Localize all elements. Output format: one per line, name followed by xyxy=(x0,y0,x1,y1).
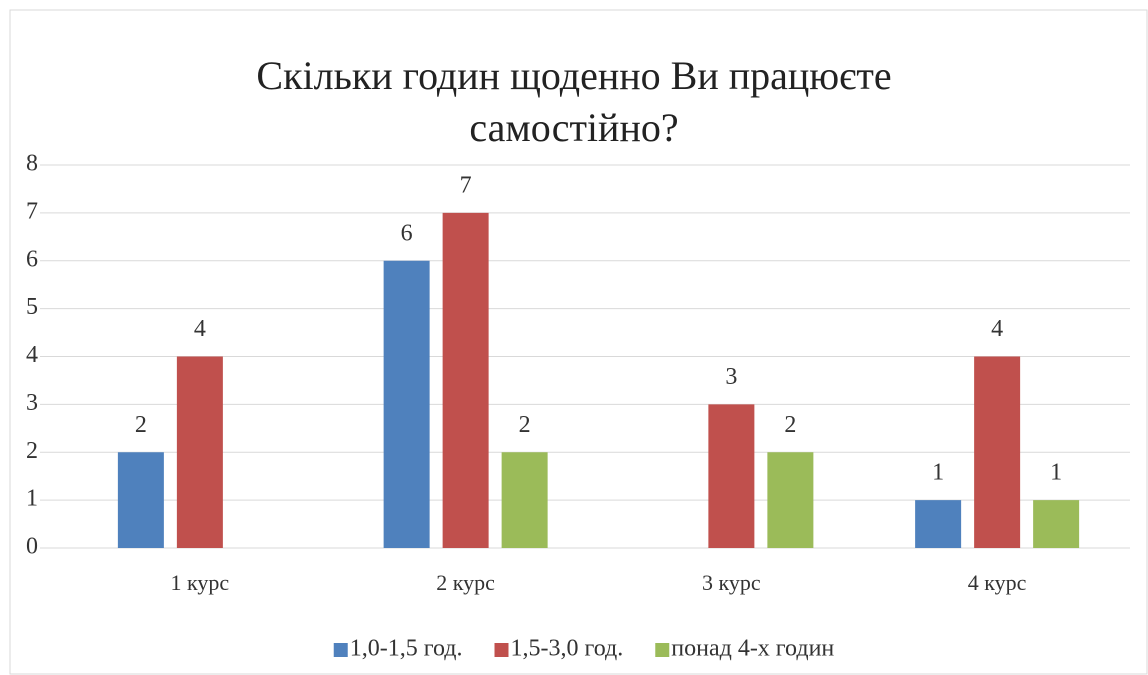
data-label: 7 xyxy=(460,172,472,198)
y-tick-label: 8 xyxy=(26,151,38,177)
data-label: 4 xyxy=(194,316,206,342)
data-label: 6 xyxy=(401,220,413,246)
chart-frame xyxy=(9,9,1148,675)
legend-swatch xyxy=(655,643,670,657)
bar xyxy=(915,500,962,548)
bar xyxy=(767,452,814,548)
data-label: 3 xyxy=(725,364,737,390)
data-label: 4 xyxy=(991,316,1003,342)
legend-label: 1,5-3,0 год. xyxy=(511,636,624,662)
x-tick-label: 2 курс xyxy=(436,570,495,595)
bar xyxy=(1033,500,1080,548)
legend-label: понад 4-х годин xyxy=(671,636,834,662)
bar xyxy=(501,452,548,548)
y-tick-label: 2 xyxy=(26,438,38,464)
data-label: 2 xyxy=(784,412,796,438)
data-label: 1 xyxy=(932,460,944,486)
y-tick-label: 0 xyxy=(26,534,38,560)
data-label: 1 xyxy=(1050,460,1062,486)
y-tick-label: 4 xyxy=(26,342,38,368)
y-tick-label: 6 xyxy=(26,246,38,272)
y-tick-label: 3 xyxy=(26,390,38,416)
y-tick-label: 1 xyxy=(26,486,38,512)
x-tick-label: 4 курс xyxy=(968,570,1027,595)
bar xyxy=(383,260,430,548)
legend-swatch xyxy=(333,643,348,657)
y-tick-label: 7 xyxy=(26,198,38,224)
legend-label: 1,0-1,5 год. xyxy=(350,636,463,662)
bar xyxy=(708,404,755,548)
x-tick-label: 3 курс xyxy=(702,570,761,595)
data-label: 2 xyxy=(519,412,531,438)
bar xyxy=(442,212,489,548)
chart-title: Скільки годин щоденно Ви працюєте самост… xyxy=(256,53,892,150)
legend-swatch xyxy=(494,643,509,657)
data-label: 2 xyxy=(135,412,147,438)
bar xyxy=(176,356,223,548)
bar xyxy=(117,452,164,548)
bar xyxy=(974,356,1021,548)
x-tick-label: 1 курс xyxy=(171,570,230,595)
y-tick-label: 5 xyxy=(26,294,38,320)
